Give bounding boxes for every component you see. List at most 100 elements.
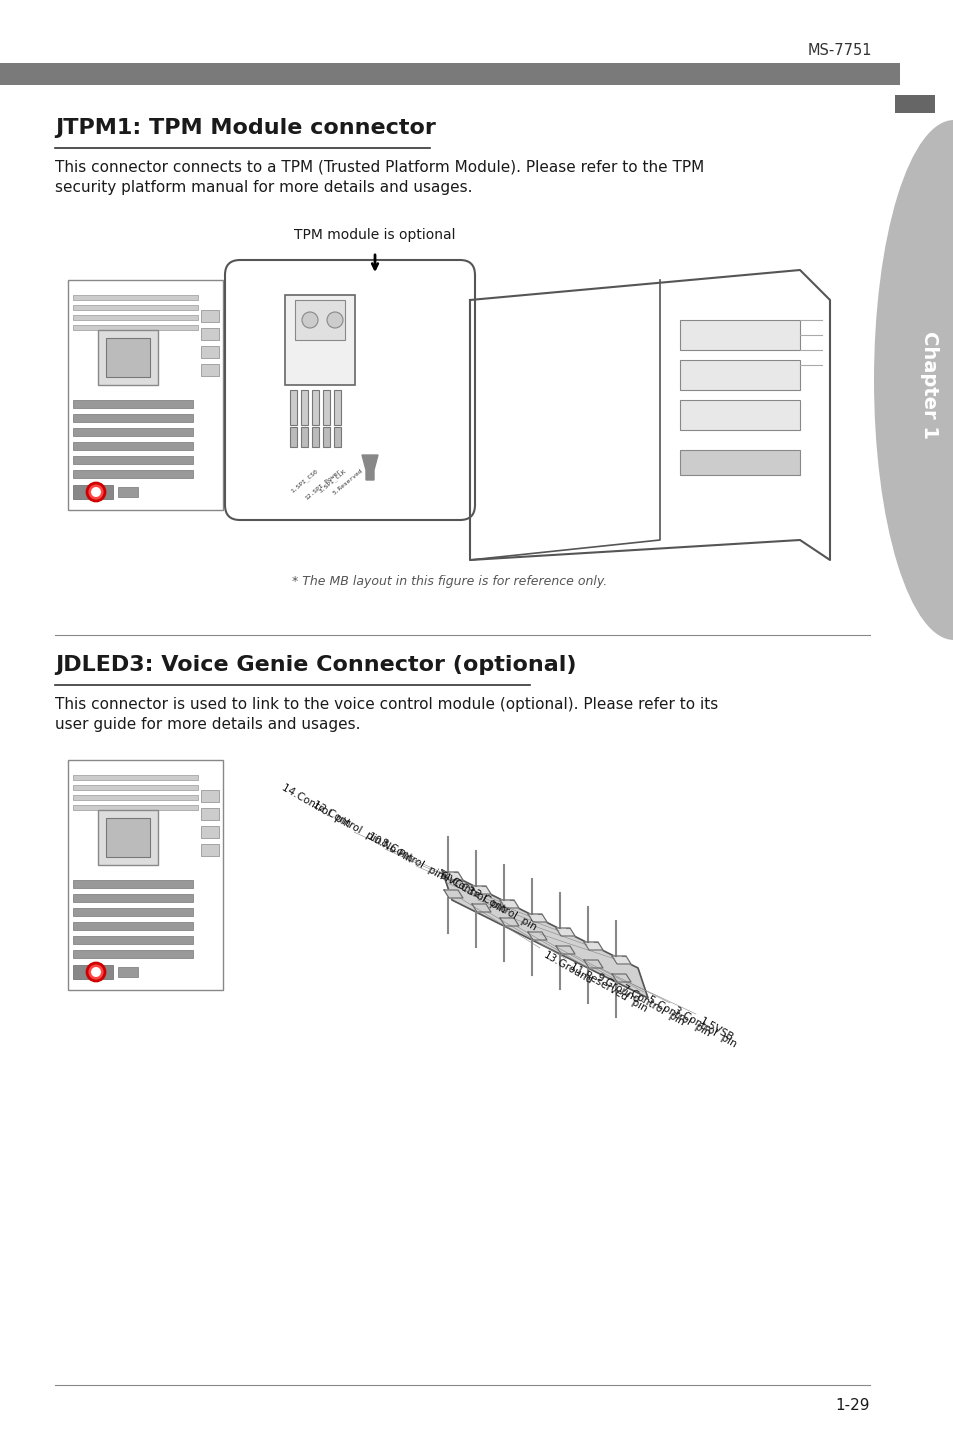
Bar (98, 329, 158, 385)
Text: 1.5VSB: 1.5VSB (698, 1015, 735, 1044)
Bar (312, 427, 318, 447)
Polygon shape (472, 886, 491, 894)
Bar (294, 299, 345, 339)
Bar (290, 427, 296, 447)
Bar (73, 315, 198, 319)
Polygon shape (361, 455, 377, 480)
Bar (679, 450, 800, 475)
Text: 9.Ground: 9.Ground (594, 972, 640, 1005)
Text: 5.Control  pin: 5.Control pin (645, 994, 712, 1038)
Bar (894, 95, 934, 113)
Polygon shape (556, 947, 575, 954)
Text: Chapter 1: Chapter 1 (920, 331, 939, 440)
Bar (73, 805, 198, 811)
Polygon shape (499, 918, 518, 927)
Bar (68, 281, 223, 510)
Text: user guide for more details and usages.: user guide for more details and usages. (55, 717, 360, 732)
Text: This connector connects to a TPM (Trusted Platform Module). Please refer to the : This connector connects to a TPM (Truste… (55, 160, 703, 175)
Polygon shape (583, 959, 602, 968)
Polygon shape (527, 914, 546, 922)
Bar (73, 400, 193, 408)
Bar (118, 487, 138, 497)
Bar (334, 390, 340, 425)
Bar (98, 811, 158, 865)
Text: 12.SPI_Power: 12.SPI_Power (304, 468, 342, 501)
Bar (323, 427, 330, 447)
Text: 1-29: 1-29 (835, 1398, 869, 1412)
Bar (201, 309, 219, 322)
Circle shape (327, 312, 343, 328)
Bar (301, 390, 308, 425)
Text: 5.Reserved: 5.Reserved (332, 468, 363, 495)
Text: 11.Reserved  pin: 11.Reserved pin (567, 961, 648, 1014)
Bar (312, 390, 318, 425)
Bar (201, 826, 219, 838)
Text: 6.VCC3: 6.VCC3 (437, 871, 476, 898)
Polygon shape (441, 871, 647, 998)
Bar (201, 347, 219, 358)
Text: 3.Control  pin: 3.Control pin (671, 1005, 738, 1050)
Bar (73, 894, 193, 902)
Circle shape (87, 962, 105, 981)
Text: This connector is used to link to the voice control module (optional). Please re: This connector is used to link to the vo… (55, 697, 718, 712)
Bar (106, 338, 150, 377)
Bar (201, 808, 219, 821)
Text: 8.Control  pin: 8.Control pin (378, 836, 444, 881)
Text: security platform manual for more details and usages.: security platform manual for more detail… (55, 180, 472, 195)
Bar (73, 949, 193, 958)
Bar (0, 63, 899, 84)
Circle shape (87, 483, 105, 501)
FancyBboxPatch shape (225, 261, 475, 520)
Polygon shape (612, 974, 630, 982)
Text: 4.Control  pin: 4.Control pin (440, 871, 506, 915)
Bar (290, 390, 296, 425)
Bar (679, 359, 800, 390)
Text: JTPM1: TPM Module connector: JTPM1: TPM Module connector (55, 117, 436, 137)
Bar (73, 965, 112, 979)
Circle shape (91, 487, 101, 497)
Bar (73, 785, 198, 790)
Polygon shape (556, 928, 575, 937)
Bar (201, 843, 219, 856)
Circle shape (91, 967, 101, 977)
Bar (73, 937, 193, 944)
Bar (68, 760, 223, 990)
Bar (73, 775, 198, 780)
Polygon shape (443, 891, 462, 898)
Bar (73, 795, 198, 800)
Ellipse shape (873, 120, 953, 640)
Text: 2.Control  pin: 2.Control pin (471, 888, 537, 932)
Bar (301, 427, 308, 447)
Text: 12.Control  pin: 12.Control pin (311, 799, 382, 846)
Bar (73, 295, 198, 299)
Text: MS-7751: MS-7751 (806, 43, 871, 59)
Text: * The MB layout in this figure is for reference only.: * The MB layout in this figure is for re… (292, 576, 607, 589)
Bar (201, 328, 219, 339)
Bar (679, 319, 800, 349)
Bar (106, 818, 150, 856)
Bar (73, 908, 193, 916)
Bar (201, 790, 219, 802)
Bar (679, 400, 800, 430)
Bar (73, 428, 193, 435)
Bar (73, 442, 193, 450)
Text: JDLED3: Voice Genie Connector (optional): JDLED3: Voice Genie Connector (optional) (55, 654, 576, 674)
Text: 13.Ground: 13.Ground (541, 949, 594, 987)
Polygon shape (443, 872, 462, 881)
Bar (73, 414, 193, 422)
Bar (285, 295, 355, 385)
Text: 1.SPI_CS0: 1.SPI_CS0 (290, 468, 319, 494)
Bar (73, 922, 193, 929)
Text: 3.SPI_CLK: 3.SPI_CLK (317, 468, 347, 494)
Bar (334, 427, 340, 447)
Text: 10.No Pin: 10.No Pin (366, 831, 414, 863)
Text: 7.Control  pin: 7.Control pin (619, 982, 685, 1027)
Circle shape (302, 312, 317, 328)
Bar (201, 364, 219, 377)
Bar (73, 470, 193, 478)
Bar (73, 455, 193, 464)
Bar (118, 967, 138, 977)
Bar (323, 390, 330, 425)
Polygon shape (472, 904, 491, 912)
Polygon shape (527, 932, 546, 939)
